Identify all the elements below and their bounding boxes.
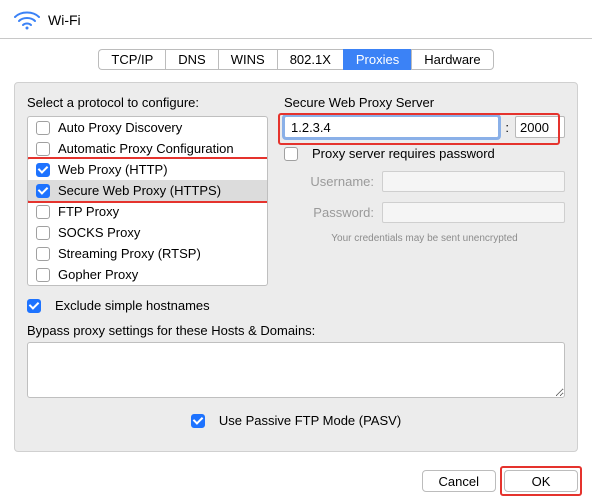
exclude-label: Exclude simple hostnames	[55, 298, 210, 313]
tab-8021x[interactable]: 802.1X	[277, 49, 343, 70]
proxy-server-input[interactable]	[284, 116, 499, 138]
password-input	[382, 202, 565, 223]
protocol-checkbox[interactable]	[36, 184, 50, 198]
bypass-label: Bypass proxy settings for these Hosts & …	[27, 323, 565, 338]
protocol-checkbox[interactable]	[36, 247, 50, 261]
tab-dns[interactable]: DNS	[165, 49, 217, 70]
requires-password-label: Proxy server requires password	[312, 146, 495, 161]
separator	[0, 38, 592, 39]
protocol-checkbox[interactable]	[36, 121, 50, 135]
protocol-label: Auto Proxy Discovery	[58, 120, 182, 135]
header-title: Wi-Fi	[48, 12, 81, 28]
header: Wi-Fi	[0, 0, 592, 36]
server-section-label: Secure Web Proxy Server	[284, 95, 565, 110]
protocol-row[interactable]: Web Proxy (HTTP)	[28, 159, 267, 180]
protocol-label: FTP Proxy	[58, 204, 119, 219]
tab-hardware[interactable]: Hardware	[411, 49, 493, 70]
bypass-textarea[interactable]	[27, 342, 565, 398]
protocol-row[interactable]: Automatic Proxy Configuration	[28, 138, 267, 159]
ok-button[interactable]: OK	[504, 470, 578, 492]
pasv-checkbox[interactable]	[191, 414, 205, 428]
window: Wi-Fi TCP/IPDNSWINS802.1XProxiesHardware…	[0, 0, 592, 502]
username-label: Username:	[284, 174, 374, 189]
exclude-row[interactable]: Exclude simple hostnames	[27, 298, 565, 313]
protocol-label: SOCKS Proxy	[58, 225, 140, 240]
exclude-checkbox[interactable]	[27, 299, 41, 313]
right-column: Secure Web Proxy Server : Proxy server r…	[284, 95, 565, 286]
protocol-label: Streaming Proxy (RTSP)	[58, 246, 201, 261]
cancel-button[interactable]: Cancel	[422, 470, 496, 492]
password-label: Password:	[284, 205, 374, 220]
credentials-warning: Your credentials may be sent unencrypted	[284, 233, 565, 244]
protocol-section-label: Select a protocol to configure:	[27, 95, 268, 110]
protocol-row[interactable]: FTP Proxy	[28, 201, 267, 222]
requires-password-row[interactable]: Proxy server requires password	[284, 146, 565, 161]
tab-wins[interactable]: WINS	[218, 49, 277, 70]
protocol-row[interactable]: Streaming Proxy (RTSP)	[28, 243, 267, 264]
protocol-checkbox[interactable]	[36, 205, 50, 219]
protocol-label: Gopher Proxy	[58, 267, 138, 282]
protocol-checkbox[interactable]	[36, 163, 50, 177]
protocol-row[interactable]: Secure Web Proxy (HTTPS)	[28, 180, 267, 201]
footer: Cancel OK	[414, 470, 578, 492]
protocol-checkbox[interactable]	[36, 142, 50, 156]
requires-password-checkbox[interactable]	[284, 147, 298, 161]
protocol-checkbox[interactable]	[36, 268, 50, 282]
proxy-port-input[interactable]	[515, 116, 565, 138]
protocol-row[interactable]: Auto Proxy Discovery	[28, 117, 267, 138]
server-port-colon: :	[505, 120, 509, 135]
tab-bar: TCP/IPDNSWINS802.1XProxiesHardware	[0, 49, 592, 70]
protocol-checkbox[interactable]	[36, 226, 50, 240]
protocol-label: Automatic Proxy Configuration	[58, 141, 234, 156]
tab-tcpip[interactable]: TCP/IP	[98, 49, 165, 70]
protocol-label: Web Proxy (HTTP)	[58, 162, 168, 177]
protocol-label: Secure Web Proxy (HTTPS)	[58, 183, 221, 198]
protocol-row[interactable]: SOCKS Proxy	[28, 222, 267, 243]
protocol-row[interactable]: Gopher Proxy	[28, 264, 267, 285]
pasv-label: Use Passive FTP Mode (PASV)	[219, 413, 401, 428]
protocol-list[interactable]: Auto Proxy Discovery Automatic Proxy Conf…	[27, 116, 268, 286]
username-input	[382, 171, 565, 192]
left-column: Select a protocol to configure: Auto Pro…	[27, 95, 268, 286]
tab-proxies[interactable]: Proxies	[343, 49, 411, 70]
pasv-row[interactable]: Use Passive FTP Mode (PASV)	[27, 413, 565, 428]
wifi-icon	[14, 10, 40, 30]
proxies-panel: Select a protocol to configure: Auto Pro…	[14, 82, 578, 452]
